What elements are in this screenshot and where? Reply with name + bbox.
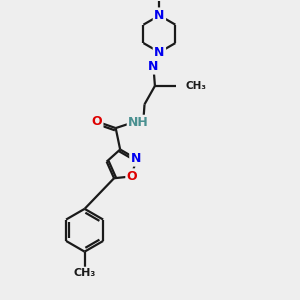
Text: NH: NH xyxy=(128,116,149,129)
Text: N: N xyxy=(148,60,159,73)
Text: CH₃: CH₃ xyxy=(185,81,206,91)
Text: N: N xyxy=(131,152,141,165)
Text: N: N xyxy=(154,46,165,59)
Text: N: N xyxy=(154,9,165,22)
Text: CH₃: CH₃ xyxy=(74,268,96,278)
Text: O: O xyxy=(92,115,102,128)
Text: O: O xyxy=(127,170,137,183)
